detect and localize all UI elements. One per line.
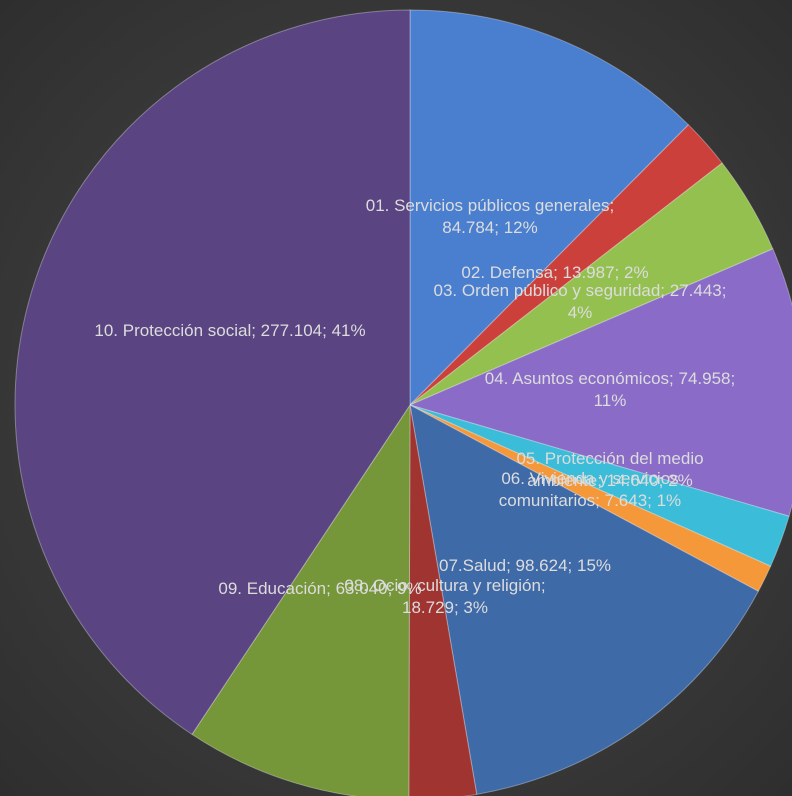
data-label: 09. Educación; 63.040; 9%: [218, 579, 422, 598]
data-label: 01. Servicios públicos generales; 84.784…: [365, 196, 615, 237]
slice: [408, 248, 792, 517]
data-label: 03. Orden público y seguridad; 27.443; 4…: [433, 281, 727, 322]
data-label: 08. Ocio, cultura y religión; 18.729; 3%: [344, 576, 546, 617]
data-label: 06. Vivienda y servicios comunitarios; 7…: [498, 469, 682, 510]
slice: [409, 404, 790, 567]
slice: [14, 9, 411, 736]
data-label: 07.Salud; 98.624; 15%: [438, 556, 612, 575]
slice: [408, 404, 478, 796]
slice: [409, 124, 723, 406]
data-label: 10. Protección social; 277.104; 41%: [94, 321, 366, 340]
slice: [409, 162, 774, 406]
data-label: 04. Asuntos económicos; 74.958; 11%: [484, 369, 736, 410]
data-label: 05. Protección del medio ambiente; 14.64…: [516, 449, 704, 490]
slice: [409, 9, 690, 407]
data-label: 02. Defensa; 13.987; 2%: [461, 263, 649, 282]
slice: [191, 403, 411, 796]
slice: [409, 404, 760, 795]
slice: [409, 404, 772, 592]
